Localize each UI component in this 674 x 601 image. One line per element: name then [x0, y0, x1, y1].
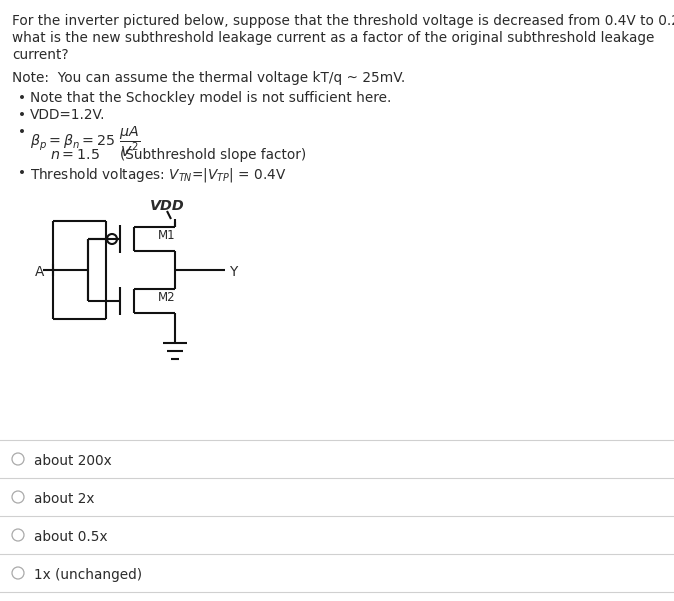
Text: current?: current? [12, 48, 69, 62]
Text: M1: M1 [158, 229, 176, 242]
Text: M2: M2 [158, 291, 176, 304]
Text: •: • [18, 125, 26, 139]
Text: about 2x: about 2x [34, 492, 94, 506]
Text: Threshold voltages: $V_{TN}$=|$V_{TP}$| = 0.4V: Threshold voltages: $V_{TN}$=|$V_{TP}$| … [30, 166, 286, 184]
Text: what is the new subthreshold leakage current as a factor of the original subthre: what is the new subthreshold leakage cur… [12, 31, 654, 45]
Text: $n = 1.5$: $n = 1.5$ [50, 148, 100, 162]
Text: Note:  You can assume the thermal voltage kT/q ~ 25mV.: Note: You can assume the thermal voltage… [12, 71, 405, 85]
Text: Y: Y [229, 265, 237, 279]
Text: about 200x: about 200x [34, 454, 112, 468]
Text: A: A [35, 265, 44, 279]
Text: •: • [18, 166, 26, 180]
Text: $\beta_p = \beta_n = 25\ \dfrac{\mu A}{V^2}$: $\beta_p = \beta_n = 25\ \dfrac{\mu A}{V… [30, 125, 140, 159]
Text: (Subthreshold slope factor): (Subthreshold slope factor) [120, 148, 306, 162]
Text: VDD: VDD [150, 199, 185, 213]
Text: about 0.5x: about 0.5x [34, 530, 108, 544]
Text: •: • [18, 91, 26, 105]
Text: Note that the Schockley model is not sufficient here.: Note that the Schockley model is not suf… [30, 91, 392, 105]
Text: For the inverter pictured below, suppose that the threshold voltage is decreased: For the inverter pictured below, suppose… [12, 14, 674, 28]
Text: 1x (unchanged): 1x (unchanged) [34, 568, 142, 582]
Text: •: • [18, 108, 26, 122]
Text: VDD=1.2V.: VDD=1.2V. [30, 108, 106, 122]
